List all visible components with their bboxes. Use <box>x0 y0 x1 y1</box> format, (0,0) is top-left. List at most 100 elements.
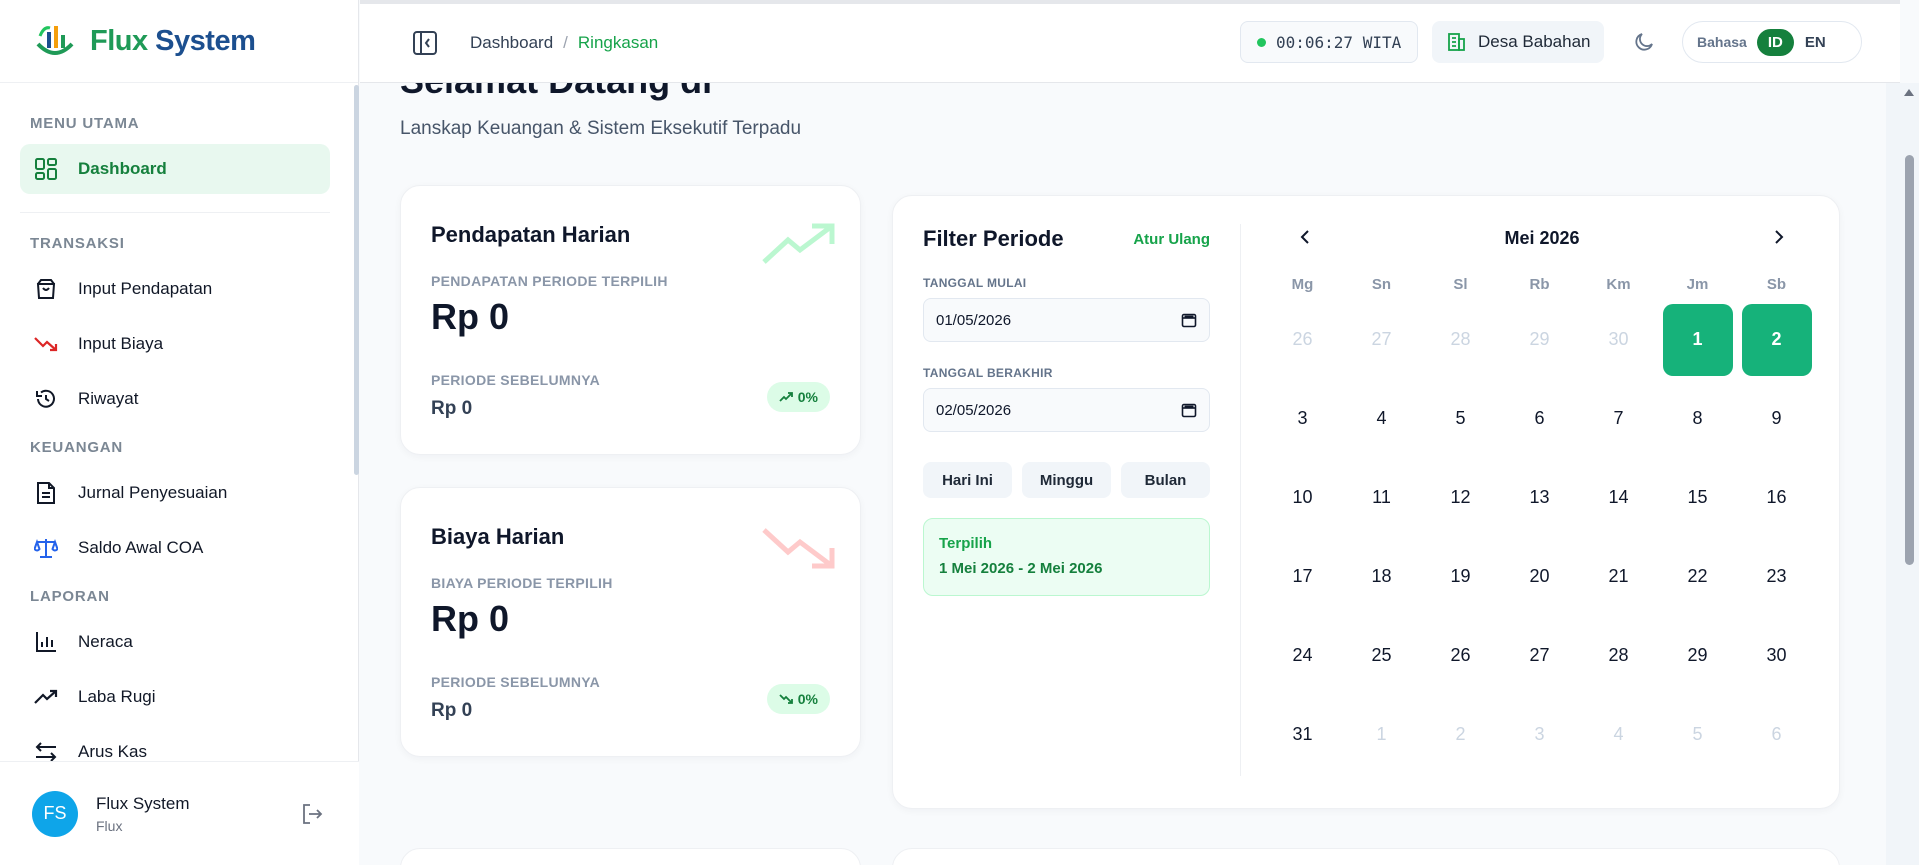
calendar-day-selected[interactable]: 1 <box>1658 300 1737 379</box>
calendar-icon[interactable] <box>1181 312 1197 328</box>
breadcrumb-separator: / <box>563 33 568 52</box>
period-filter-card: Filter Periode Atur Ulang TANGGAL MULAI … <box>892 195 1840 809</box>
sidebar-item-dashboard[interactable]: Dashboard <box>20 144 330 194</box>
calendar-icon[interactable] <box>1181 402 1197 418</box>
calendar-day-label: 27 <box>1371 329 1392 349</box>
start-date-input[interactable]: 01/05/2026 <box>923 298 1210 342</box>
language-switcher: Bahasa ID EN <box>1682 21 1862 63</box>
calendar-day[interactable]: 28 <box>1421 300 1500 379</box>
calendar-day-label: 30 <box>1608 329 1629 349</box>
chevron-right-icon[interactable] <box>1773 228 1785 246</box>
calendar-day[interactable]: 29 <box>1500 300 1579 379</box>
calendar-day[interactable]: 23 <box>1737 537 1816 616</box>
calendar-day-label: 18 <box>1371 566 1392 586</box>
weekday-label: Sb <box>1766 276 1787 293</box>
moon-icon[interactable] <box>1632 30 1656 54</box>
today-button[interactable]: Hari Ini <box>923 462 1012 498</box>
sidebar-item-arus-kas[interactable]: Arus Kas <box>20 727 330 761</box>
reset-button[interactable]: Atur Ulang <box>1133 230 1210 248</box>
end-date-label: TANGGAL BERAKHIR <box>923 366 1053 380</box>
calendar-day[interactable]: 26 <box>1421 616 1500 695</box>
calendar-day[interactable]: 27 <box>1500 616 1579 695</box>
document-icon <box>34 481 58 505</box>
end-date-value: 02/05/2026 <box>936 401 1012 419</box>
sidebar-item-neraca[interactable]: Neraca <box>20 617 330 667</box>
calendar-day[interactable]: 18 <box>1342 537 1421 616</box>
calendar-day[interactable]: 29 <box>1658 616 1737 695</box>
calendar-day[interactable]: 11 <box>1342 458 1421 537</box>
calendar-day[interactable]: 4 <box>1579 695 1658 774</box>
calendar-day[interactable]: 28 <box>1579 616 1658 695</box>
sidebar-item-input-biaya[interactable]: Input Biaya <box>20 319 330 369</box>
calendar-day[interactable]: 3 <box>1500 695 1579 774</box>
calendar-day[interactable]: 10 <box>1263 458 1342 537</box>
calendar-day-label: 23 <box>1766 566 1787 586</box>
calendar-day[interactable]: 9 <box>1737 379 1816 458</box>
calendar-day[interactable]: 30 <box>1579 300 1658 379</box>
calendar-day[interactable]: 27 <box>1342 300 1421 379</box>
calendar-day[interactable]: 26 <box>1263 300 1342 379</box>
sidebar-item-jurnal-penyesuaian[interactable]: Jurnal Penyesuaian <box>20 468 330 518</box>
calendar-day[interactable]: 13 <box>1500 458 1579 537</box>
calendar-day[interactable]: 4 <box>1342 379 1421 458</box>
brand[interactable]: Flux System <box>0 0 358 83</box>
calendar-day[interactable]: 15 <box>1658 458 1737 537</box>
breadcrumb-root[interactable]: Dashboard <box>470 33 554 52</box>
sidebar-toggle-icon[interactable] <box>412 30 438 56</box>
calendar-day[interactable]: 12 <box>1421 458 1500 537</box>
calendar-day[interactable]: 8 <box>1658 379 1737 458</box>
sidebar-item-label: Saldo Awal COA <box>78 538 204 557</box>
filter-panel: Filter Periode Atur Ulang TANGGAL MULAI … <box>923 226 1210 596</box>
sidebar-item-laba-rugi[interactable]: Laba Rugi <box>20 672 330 722</box>
grid-icon <box>34 157 58 181</box>
calendar-day[interactable]: 16 <box>1737 458 1816 537</box>
sidebar-item-saldo-awal-coa[interactable]: Saldo Awal COA <box>20 523 330 573</box>
calendar-day-label: 21 <box>1608 566 1629 586</box>
chevron-left-icon[interactable] <box>1299 228 1311 246</box>
calendar-day[interactable]: 14 <box>1579 458 1658 537</box>
calendar-day[interactable]: 30 <box>1737 616 1816 695</box>
week-button[interactable]: Minggu <box>1022 462 1111 498</box>
sidebar-scrollbar[interactable] <box>354 85 359 475</box>
calendar-day-label: 15 <box>1687 487 1708 507</box>
end-date-input[interactable]: 02/05/2026 <box>923 388 1210 432</box>
sidebar-item-input-pendapatan[interactable]: Input Pendapatan <box>20 264 330 314</box>
user-profile[interactable]: FS Flux System Flux <box>0 761 359 865</box>
logout-icon[interactable] <box>301 803 323 825</box>
calendar-day[interactable]: 1 <box>1342 695 1421 774</box>
calendar-day[interactable]: 19 <box>1421 537 1500 616</box>
calendar-day[interactable]: 22 <box>1658 537 1737 616</box>
calendar-day-label: 8 <box>1692 408 1703 428</box>
calendar-day[interactable]: 3 <box>1263 379 1342 458</box>
calendar-day[interactable]: 20 <box>1500 537 1579 616</box>
scroll-up-icon[interactable] <box>1904 89 1914 96</box>
brand-name: Flux System <box>90 24 256 57</box>
month-button[interactable]: Bulan <box>1121 462 1210 498</box>
breadcrumb: Dashboard / Ringkasan <box>470 33 658 53</box>
language-option-id[interactable]: ID <box>1756 28 1794 56</box>
calendar-day-label: 29 <box>1687 645 1708 665</box>
village-selector[interactable]: Desa Babahan <box>1432 21 1605 63</box>
language-option-en[interactable]: EN <box>1804 33 1826 51</box>
calendar-day[interactable]: 5 <box>1658 695 1737 774</box>
scroll-thumb[interactable] <box>1905 155 1914 565</box>
calendar-day-label: 27 <box>1529 645 1550 665</box>
sidebar-item-label: Input Biaya <box>78 334 164 353</box>
calendar-day[interactable]: 6 <box>1737 695 1816 774</box>
calendar-day[interactable]: 6 <box>1500 379 1579 458</box>
sidebar-item-riwayat[interactable]: Riwayat <box>20 374 330 424</box>
calendar-day[interactable]: 2 <box>1421 695 1500 774</box>
calendar-day[interactable]: 24 <box>1263 616 1342 695</box>
calendar-day-label: 19 <box>1450 566 1471 586</box>
page-scrollbar[interactable] <box>1900 83 1919 865</box>
calendar-day[interactable]: 5 <box>1421 379 1500 458</box>
calendar-day[interactable]: 7 <box>1579 379 1658 458</box>
history-icon <box>34 387 58 411</box>
calendar-day[interactable]: 25 <box>1342 616 1421 695</box>
calendar-day[interactable]: 17 <box>1263 537 1342 616</box>
calendar-day-selected[interactable]: 2 <box>1737 300 1816 379</box>
calendar-grid: Mg Sn Sl Rb Km Jm Sb 26 27 28 29 30 1 2 3 4 5 6 7 8 9 10 11 12 1… <box>1263 270 1821 774</box>
calendar-day[interactable]: 31 <box>1263 695 1342 774</box>
calendar-day-label: 4 <box>1376 408 1387 428</box>
calendar-day[interactable]: 21 <box>1579 537 1658 616</box>
